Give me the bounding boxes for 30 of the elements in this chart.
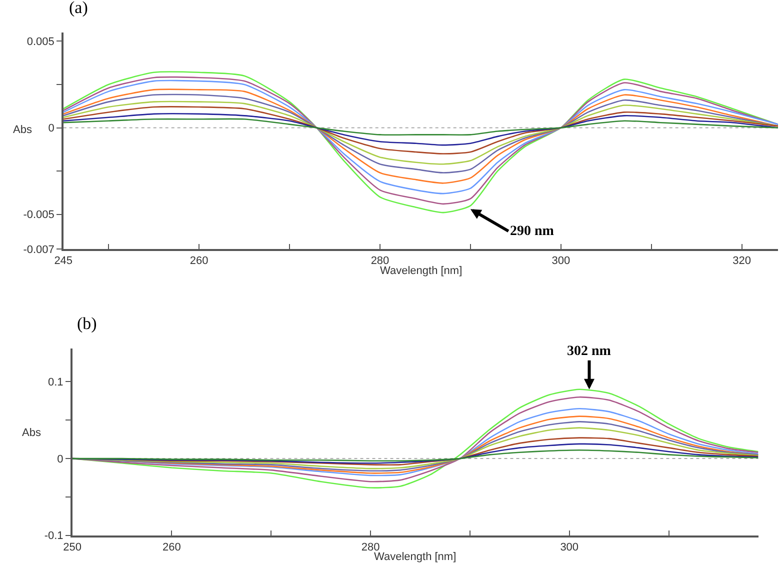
x-tick-label: 260 [190,254,208,267]
line-series [72,449,758,462]
y-tick-label: 0 [48,122,54,135]
x-axis-title: Wavelength [nm] [380,265,462,277]
annotation: 290 nm [510,224,554,239]
y-axis-title: Abs [22,427,42,439]
line-series [72,427,758,470]
y-tick-label: 0.005 [26,36,54,48]
line-series [63,88,778,184]
x-tick-label: 320 [732,254,752,267]
y-tick-label: 0.1 [48,376,64,389]
y-axis-title: Abs [13,124,32,136]
x-tick-label: 280 [370,254,390,267]
y-tick-label: -0.005 [23,209,54,222]
line-series [63,94,778,174]
y-tick-label: -0.1 [44,530,64,542]
line-series [63,106,778,154]
x-axis-title: Wavelength [nm] [374,551,456,563]
x-tick-label: 260 [162,541,181,554]
y-tick-label: -0.007 [23,244,54,256]
x-tick-label: 245 [54,254,73,267]
chart-title: (b) [77,314,97,333]
x-tick-label: 250 [63,541,82,554]
x-tick-label: 300 [560,541,579,554]
annotation: 302 nm [567,344,612,359]
x-tick-label: 280 [361,541,380,554]
chart-title: (a) [69,0,88,17]
y-tick-label: 0 [57,453,64,466]
line-series [63,118,778,136]
x-tick-label: 300 [552,254,570,267]
